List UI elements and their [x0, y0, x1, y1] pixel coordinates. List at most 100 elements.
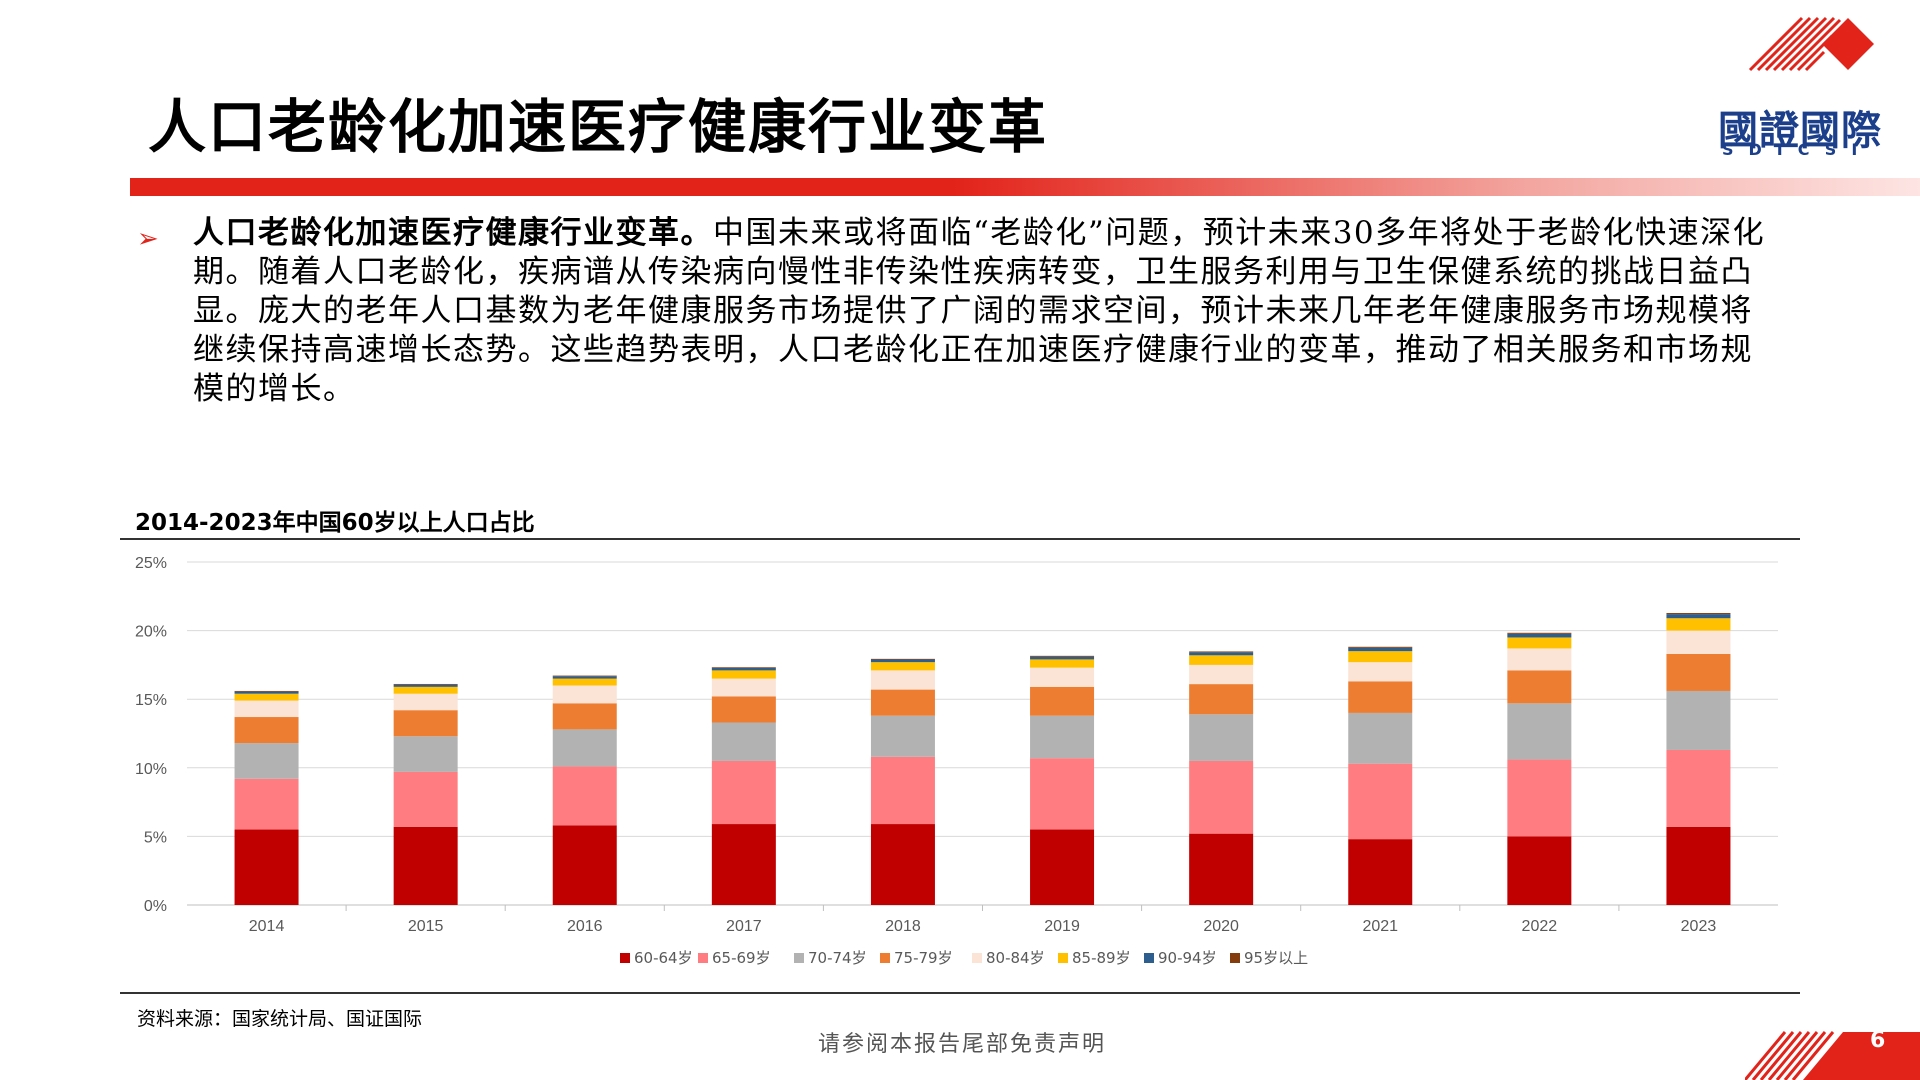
page-number: 6 — [1870, 1028, 1886, 1053]
bar-segment — [1348, 763, 1413, 840]
bar-segment — [393, 826, 458, 905]
page-title: 人口老龄化加速医疗健康行业变革 — [148, 93, 1049, 161]
disclaimer: 请参阅本报告尾部免责声明 — [818, 1032, 1107, 1057]
bar-segment — [393, 693, 458, 711]
x-tick-label: 2017 — [726, 918, 762, 935]
bar-segment — [552, 676, 617, 679]
source-note: 资料来源：国家统计局、国证国际 — [137, 1008, 423, 1030]
bar-segment — [1507, 632, 1572, 634]
bar-segment — [393, 686, 458, 694]
x-tick-label: 2020 — [1203, 918, 1239, 935]
y-tick-label: 0% — [144, 898, 167, 915]
logo-mark-icon — [1748, 16, 1874, 72]
bar-segment — [870, 659, 935, 663]
bar-segment — [552, 729, 617, 767]
bar-segment — [393, 710, 458, 737]
page-number-badge — [1745, 1031, 1920, 1080]
bar-segment — [1348, 651, 1413, 663]
bar-segment — [711, 824, 776, 905]
bar-segment — [711, 667, 776, 671]
x-tick-label: 2018 — [885, 918, 921, 935]
bar-segment — [1030, 667, 1095, 687]
bar-segment — [870, 824, 935, 905]
bar-segment — [711, 678, 776, 697]
bar-segment — [552, 703, 617, 730]
bar-segment — [1348, 839, 1413, 905]
bar-segment — [1189, 684, 1254, 715]
legend-label: 90-94岁 — [1158, 949, 1217, 967]
bar-segment — [1189, 655, 1254, 665]
x-tick-label: 2016 — [567, 918, 603, 935]
title-underline-bar — [130, 178, 1920, 196]
x-tick-label: 2015 — [408, 918, 444, 935]
chart-top-rule — [120, 538, 1800, 540]
bar-segment — [870, 662, 935, 671]
bar-segment — [552, 685, 617, 704]
bar-segment — [1348, 662, 1413, 682]
bar-segment — [234, 743, 299, 779]
legend-label: 60-64岁 — [634, 949, 693, 967]
legend-swatch — [972, 953, 982, 963]
x-tick-label: 2014 — [249, 918, 285, 935]
bar-segment — [1030, 758, 1095, 830]
legend-label: 85-89岁 — [1072, 949, 1131, 967]
y-tick-label: 10% — [135, 761, 167, 778]
bar-segment — [1030, 686, 1095, 716]
bar-segment — [1666, 618, 1731, 631]
bar-segment — [711, 722, 776, 761]
bar-segment — [552, 766, 617, 826]
legend-label: 65-69岁 — [712, 949, 771, 967]
bar-segment — [1189, 714, 1254, 761]
bar-segment — [234, 778, 299, 830]
bar-segment — [870, 756, 935, 825]
bar-segment — [1348, 712, 1413, 764]
legend-swatch — [698, 953, 708, 963]
bullet-arrow-icon: ➢ — [137, 224, 159, 254]
y-tick-label: 20% — [135, 624, 167, 641]
bar-segment — [234, 717, 299, 744]
bar-segment — [393, 684, 458, 687]
bar-segment — [1507, 759, 1572, 837]
bar-segment — [393, 771, 458, 827]
bar-segment — [1666, 826, 1731, 905]
bar-segment — [1666, 613, 1731, 615]
bar-segment — [1030, 655, 1095, 657]
x-tick-label: 2021 — [1362, 918, 1398, 935]
bar-segment — [1348, 681, 1413, 713]
y-tick-label: 25% — [135, 555, 167, 572]
bar-segment — [1030, 659, 1095, 668]
bar-segment — [711, 667, 776, 668]
bar-segment — [1189, 651, 1254, 653]
bar-segment — [1666, 690, 1731, 750]
bar-segment — [870, 658, 935, 660]
bullet-bold-lead: 人口老龄化加速医疗健康行业变革。 — [193, 215, 713, 251]
bar-segment — [1666, 653, 1731, 691]
x-tick-label: 2022 — [1522, 918, 1558, 935]
x-tick-label: 2019 — [1044, 918, 1080, 935]
bar-segment — [552, 678, 617, 686]
bar-segment — [1507, 836, 1572, 905]
bullet-body-text: 中国未来或将面临“老龄化”问题，预计未来30多年将处于老龄化快速深化期。随着人口… — [193, 215, 1766, 407]
bar-segment — [1348, 647, 1413, 652]
legend-label: 70-74岁 — [808, 949, 867, 967]
bar-segment — [1507, 637, 1572, 649]
bar-segment — [1666, 630, 1731, 654]
legend-swatch — [620, 953, 630, 963]
legend-label: 80-84岁 — [986, 949, 1045, 967]
bar-segment — [870, 670, 935, 690]
legend-swatch — [1230, 953, 1240, 963]
bar-segment — [1507, 648, 1572, 671]
bar-segment — [393, 683, 458, 685]
logo-subtitle: SDICSI — [1722, 140, 1873, 159]
bar-segment — [870, 689, 935, 716]
bar-segment — [711, 696, 776, 723]
bar-segment — [711, 760, 776, 825]
bar-segment — [1030, 656, 1095, 660]
legend-swatch — [1058, 953, 1068, 963]
bar-segment — [870, 715, 935, 757]
bar-segment — [552, 825, 617, 905]
bar-segment — [1507, 670, 1572, 704]
bar-segment — [234, 693, 299, 701]
logo — [1700, 10, 1900, 160]
